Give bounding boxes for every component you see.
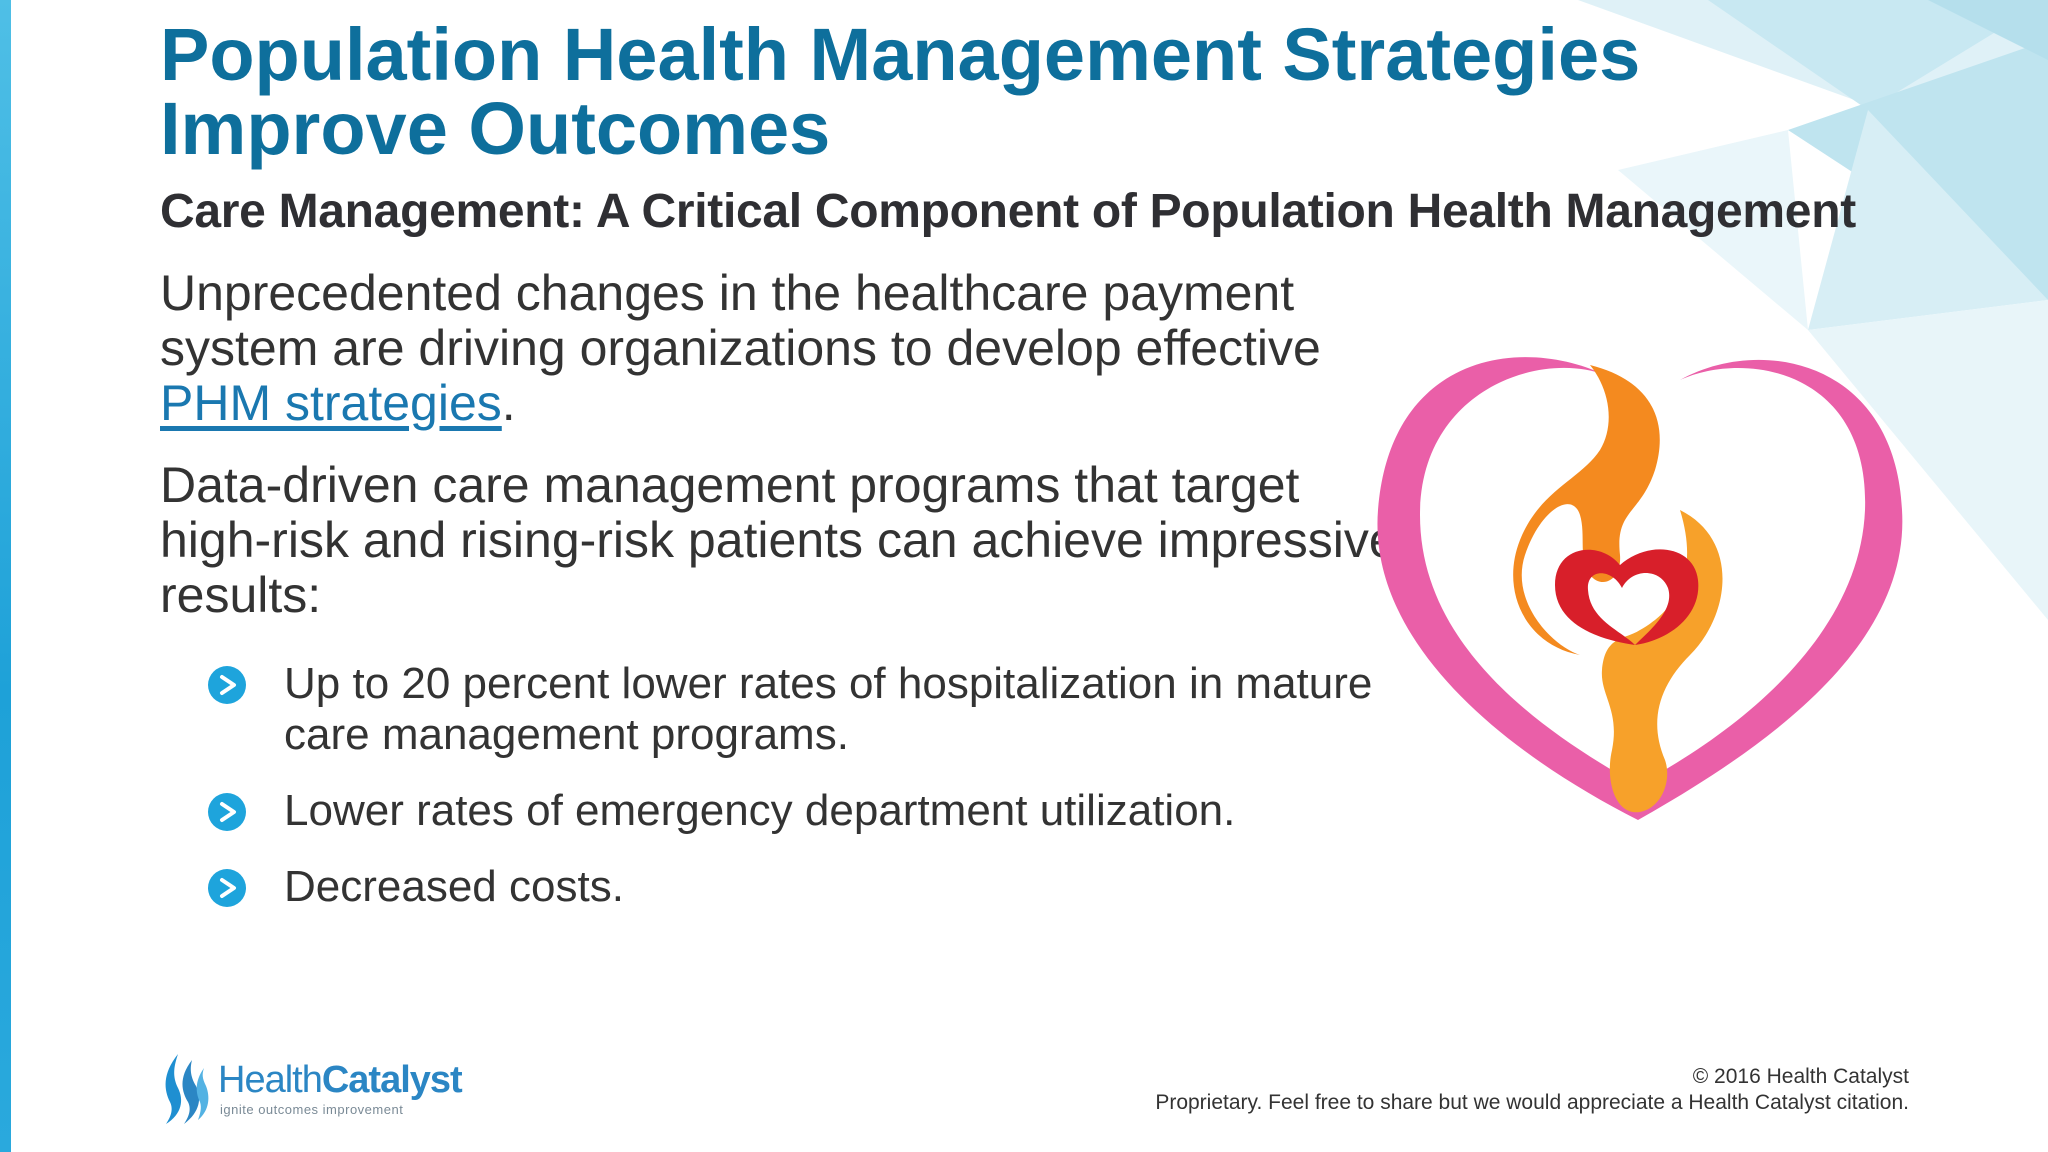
results-list: Up to 20 percent lower rates of hospital…: [208, 658, 1408, 937]
slide-title: Population Health Management Strategies …: [160, 13, 1641, 170]
intro-text: Unprecedented changes in the healthcare …: [160, 265, 1321, 376]
citation-notice: Proprietary. Feel free to share but we w…: [1155, 1091, 1909, 1114]
footer: © 2016 Health Catalyst Proprietary. Feel…: [1155, 1064, 1909, 1116]
slide-subtitle: Care Management: A Critical Component of…: [160, 185, 1856, 238]
chevron-right-circle-icon: [208, 793, 246, 831]
logo-wordmark: HealthCatalyst: [218, 1059, 463, 1101]
intro-paragraph: Unprecedented changes in the healthcare …: [160, 266, 1400, 431]
results-paragraph: Data-driven care management programs tha…: [160, 457, 1397, 623]
flame-logo-icon: [165, 1054, 209, 1124]
left-accent-bar: [0, 0, 11, 1152]
list-item: Decreased costs.: [208, 861, 1408, 912]
heart-hands-icon: [1377, 357, 1903, 820]
copyright-text: © 2016 Health Catalyst: [1692, 1065, 1909, 1088]
chevron-right-circle-icon: [208, 666, 246, 704]
list-item: Lower rates of emergency department util…: [208, 785, 1408, 836]
background-facets: [1578, 0, 2048, 620]
logo-name-health: Health: [218, 1059, 323, 1101]
bullet-text: Up to 20 percent lower rates of hospital…: [284, 659, 1373, 759]
phm-strategies-link[interactable]: PHM strategies: [160, 375, 502, 431]
bullet-text: Decreased costs.: [284, 862, 624, 911]
bullet-text: Lower rates of emergency department util…: [284, 786, 1236, 835]
logo-tagline: ignite outcomes improvement: [220, 1102, 404, 1117]
health-catalyst-logo: HealthCatalyst ignite outcomes improveme…: [160, 1050, 463, 1130]
chevron-right-circle-icon: [208, 869, 246, 907]
intro-period: .: [501, 375, 516, 431]
logo-name-catalyst: Catalyst: [321, 1059, 463, 1101]
list-item: Up to 20 percent lower rates of hospital…: [208, 658, 1408, 760]
